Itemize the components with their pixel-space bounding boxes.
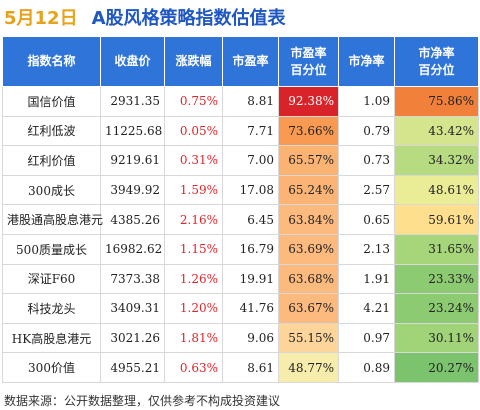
pb-cell: 0.97	[338, 322, 395, 354]
pe-cell: 9.06	[222, 322, 279, 354]
header-pb[interactable]: 市净率	[338, 36, 395, 87]
pb-percentile-cell: 48.61%	[394, 174, 479, 206]
table-row[interactable]: 红利价值 9219.61 0.31% 7.00 65.57% 0.73 34.32%	[2, 145, 479, 176]
table-row[interactable]: 300成长 3949.92 1.59% 17.08 65.24% 2.57 48.61%	[2, 174, 479, 206]
change-pct-cell: 0.75%	[164, 86, 223, 117]
close-price-cell: 2931.35	[100, 86, 165, 117]
table-row[interactable]: 红利低波 11225.68 0.05% 7.71 73.66% 0.79 43.42%	[2, 115, 479, 147]
close-price-cell: 3409.31	[100, 293, 165, 324]
table-row[interactable]: 科技龙头 3409.31 1.20% 41.76 63.67% 4.21 23.24%	[2, 293, 479, 324]
change-pct-cell: 1.26%	[164, 263, 223, 295]
pb-cell: 0.65	[338, 204, 395, 235]
change-pct-cell: 0.63%	[164, 352, 223, 383]
pe-cell: 7.00	[222, 145, 279, 176]
data-source-note: 数据来源：公开数据整理，仅供参考不构成投资建议	[4, 394, 281, 408]
pe-cell: 8.61	[222, 352, 279, 383]
index-name-cell: 国信价值	[2, 86, 101, 117]
pe-cell: 41.76	[222, 293, 279, 324]
change-pct-cell: 1.59%	[164, 174, 223, 206]
index-name-cell: 500质量成长	[2, 233, 101, 265]
pe-cell: 7.71	[222, 115, 279, 147]
pe-percentile-cell: 65.57%	[278, 145, 339, 176]
pb-cell: 1.09	[338, 86, 395, 117]
change-pct-cell: 0.31%	[164, 145, 223, 176]
pe-percentile-cell: 48.77%	[278, 352, 339, 383]
pb-percentile-cell: 34.32%	[394, 145, 479, 176]
pb-percentile-cell: 23.33%	[394, 263, 479, 295]
table-row[interactable]: 国信价值 2931.35 0.75% 8.81 92.38% 1.09 75.86%	[2, 86, 479, 117]
pb-percentile-cell: 75.86%	[394, 86, 479, 117]
pe-percentile-cell: 92.38%	[278, 86, 339, 117]
table-row[interactable]: 港股通高股息港元 4385.26 2.16% 6.45 63.84% 0.65 59.61%	[2, 204, 479, 235]
index-name-cell: 300价值	[2, 352, 101, 383]
table-row[interactable]: 深证F60 7373.38 1.26% 19.91 63.68% 1.91 23.33%	[2, 263, 479, 295]
close-price-cell: 7373.38	[100, 263, 165, 295]
title-bar: 5月12日 A股风格策略指数估值表	[0, 0, 480, 34]
change-pct-cell: 1.81%	[164, 322, 223, 354]
close-price-cell: 4385.26	[100, 204, 165, 235]
pe-percentile-cell: 65.24%	[278, 174, 339, 206]
pe-cell: 6.45	[222, 204, 279, 235]
close-price-cell: 3949.92	[100, 174, 165, 206]
pe-percentile-cell: 63.68%	[278, 263, 339, 295]
pe-percentile-cell: 73.66%	[278, 115, 339, 147]
close-price-cell: 16982.62	[100, 233, 165, 265]
change-pct-cell: 1.20%	[164, 293, 223, 324]
header-change[interactable]: 涨跌幅	[164, 36, 223, 87]
pb-cell: 0.79	[338, 115, 395, 147]
change-pct-cell: 2.16%	[164, 204, 223, 235]
index-name-cell: HK高股息港元	[2, 322, 101, 354]
pe-cell: 16.79	[222, 233, 279, 265]
title-date: 5月12日	[4, 8, 78, 29]
pb-cell: 4.21	[338, 293, 395, 324]
close-price-cell: 9219.61	[100, 145, 165, 176]
page-title: A股风格策略指数估值表	[91, 8, 286, 29]
pb-percentile-cell: 31.65%	[394, 233, 479, 265]
pe-cell: 8.81	[222, 86, 279, 117]
pe-percentile-cell: 55.15%	[278, 322, 339, 354]
pb-cell: 2.57	[338, 174, 395, 206]
pb-percentile-cell: 43.42%	[394, 115, 479, 147]
close-price-cell: 4955.21	[100, 352, 165, 383]
pb-percentile-cell: 59.61%	[394, 204, 479, 235]
pb-cell: 1.91	[338, 263, 395, 295]
valuation-table: 指数名称 收盘价 涨跌幅 市盈率 市盈率 百分位 市净率 市净率 百分位 国信价值 2…	[2, 36, 479, 383]
index-name-cell: 科技龙头	[2, 293, 101, 324]
header-index-name[interactable]: 指数名称	[2, 36, 101, 87]
pe-percentile-cell: 63.84%	[278, 204, 339, 235]
pb-percentile-cell: 30.11%	[394, 322, 479, 354]
header-row: 指数名称 收盘价 涨跌幅 市盈率 市盈率 百分位 市净率 市净率 百分位	[2, 36, 479, 87]
pe-cell: 19.91	[222, 263, 279, 295]
close-price-cell: 11225.68	[100, 115, 165, 147]
index-name-cell: 红利价值	[2, 145, 101, 176]
pb-cell: 2.13	[338, 233, 395, 265]
pb-cell: 0.73	[338, 145, 395, 176]
pe-percentile-cell: 63.67%	[278, 293, 339, 324]
pb-cell: 0.89	[338, 352, 395, 383]
table-row[interactable]: 300价值 4955.21 0.63% 8.61 48.77% 0.89 20.27%	[2, 352, 479, 383]
index-name-cell: 红利低波	[2, 115, 101, 147]
pe-cell: 17.08	[222, 174, 279, 206]
pb-percentile-cell: 23.24%	[394, 293, 479, 324]
pb-percentile-cell: 20.27%	[394, 352, 479, 383]
close-price-cell: 3021.26	[100, 322, 165, 354]
index-name-cell: 深证F60	[2, 263, 101, 295]
header-pb-percentile[interactable]: 市净率 百分位	[394, 36, 479, 87]
index-name-cell: 港股通高股息港元	[2, 204, 103, 235]
change-pct-cell: 0.05%	[164, 115, 223, 147]
header-pe-percentile[interactable]: 市盈率 百分位	[278, 36, 339, 87]
table-row[interactable]: HK高股息港元 3021.26 1.81% 9.06 55.15% 0.97 30.11%	[2, 322, 479, 354]
header-close[interactable]: 收盘价	[100, 36, 165, 87]
table-row[interactable]: 500质量成长 16982.62 1.15% 16.79 63.69% 2.13 31.65…	[2, 233, 479, 265]
change-pct-cell: 1.15%	[164, 233, 223, 265]
index-name-cell: 300成长	[2, 174, 101, 206]
header-pe[interactable]: 市盈率	[222, 36, 279, 87]
pe-percentile-cell: 63.69%	[278, 233, 339, 265]
